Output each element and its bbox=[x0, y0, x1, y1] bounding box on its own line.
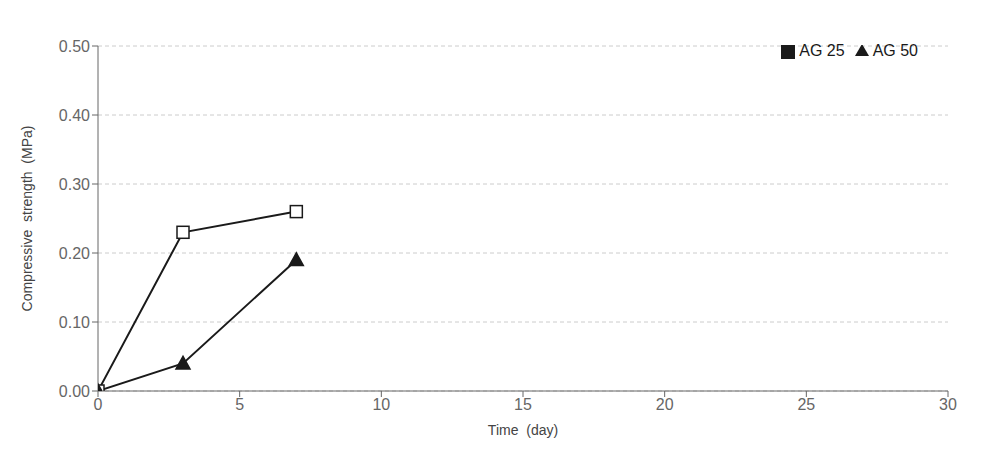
svg-text:0.40: 0.40 bbox=[59, 107, 90, 124]
svg-text:Compressive strength (MPa): Compressive strength (MPa) bbox=[19, 126, 35, 312]
svg-text:5: 5 bbox=[235, 396, 244, 413]
svg-text:30: 30 bbox=[939, 396, 957, 413]
html-text:AG 50: AG 50 bbox=[872, 42, 918, 59]
svg-text:10: 10 bbox=[372, 396, 390, 413]
svg-text:25: 25 bbox=[797, 396, 815, 413]
svg-text:0.10: 0.10 bbox=[59, 314, 90, 331]
svg-text:0: 0 bbox=[94, 396, 103, 413]
svg-text:15: 15 bbox=[514, 396, 532, 413]
svg-text:Time (day): Time (day) bbox=[488, 422, 558, 438]
html-text:AG 25: AG 25 bbox=[799, 42, 845, 59]
svg-text:20: 20 bbox=[656, 396, 674, 413]
svg-text:0.20: 0.20 bbox=[59, 245, 90, 262]
svg-text:0.00: 0.00 bbox=[59, 383, 90, 400]
svg-text:0.30: 0.30 bbox=[59, 176, 90, 193]
svg-text:0.50: 0.50 bbox=[59, 38, 90, 55]
